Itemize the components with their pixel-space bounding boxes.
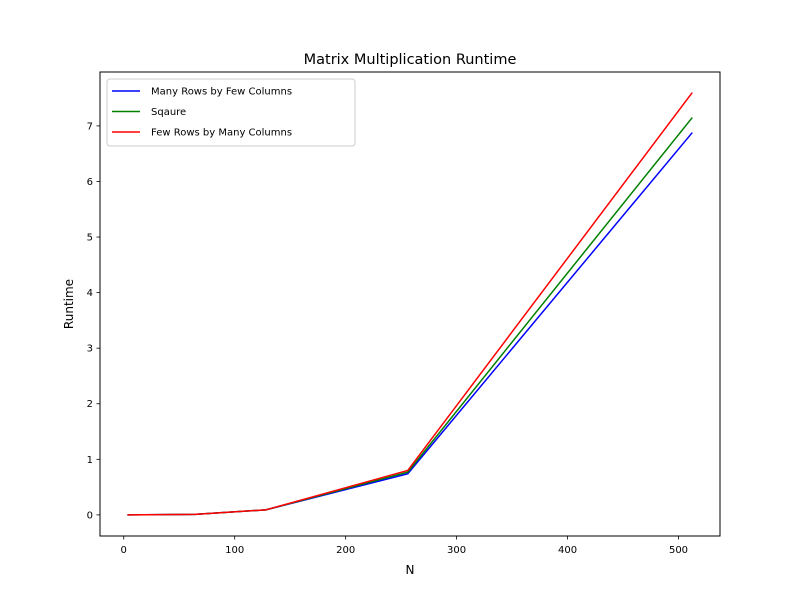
- series-line-3: [127, 92, 693, 516]
- x-tick-label: 200: [336, 545, 355, 556]
- chart-title: Matrix Multiplication Runtime: [304, 52, 517, 68]
- legend: Many Rows by Few Columns Sqaure Few Rows b…: [106, 78, 356, 147]
- legend-items: Many Rows by Few Columns Sqaure Few Rows b…: [112, 87, 292, 139]
- series-layer: [127, 92, 693, 516]
- legend-label-2: Sqaure: [151, 107, 186, 118]
- y-tick-label: 1: [87, 455, 93, 466]
- x-tick-label: 0: [121, 545, 127, 556]
- y-tick-label: 3: [87, 344, 93, 355]
- x-axis-ticks: 0 100 200 300 400 500: [121, 536, 688, 556]
- y-axis-ticks: 0 1 2 3 4 5 6 7: [87, 121, 100, 521]
- y-axis-label: Runtime: [62, 279, 76, 329]
- y-tick-label: 4: [87, 288, 93, 299]
- y-tick-label: 2: [87, 399, 93, 410]
- y-tick-label: 0: [87, 510, 93, 521]
- axes-frame: [99, 71, 721, 537]
- x-tick-label: 100: [225, 545, 244, 556]
- x-tick-label: 400: [558, 545, 577, 556]
- y-tick-label: 5: [87, 233, 93, 244]
- x-axis-label: N: [406, 563, 415, 577]
- x-tick-label: 500: [669, 545, 688, 556]
- legend-label-3: Few Rows by Many Columns: [151, 128, 292, 139]
- x-tick-label: 300: [447, 545, 466, 556]
- plot-area: 0 100 200 300 400 500 0 1 2 3 4 5 6 7: [87, 71, 721, 556]
- y-tick-label: 7: [87, 121, 93, 132]
- legend-label-1: Many Rows by Few Columns: [151, 87, 292, 98]
- y-tick-label: 6: [87, 177, 93, 188]
- legend-box: [106, 78, 356, 147]
